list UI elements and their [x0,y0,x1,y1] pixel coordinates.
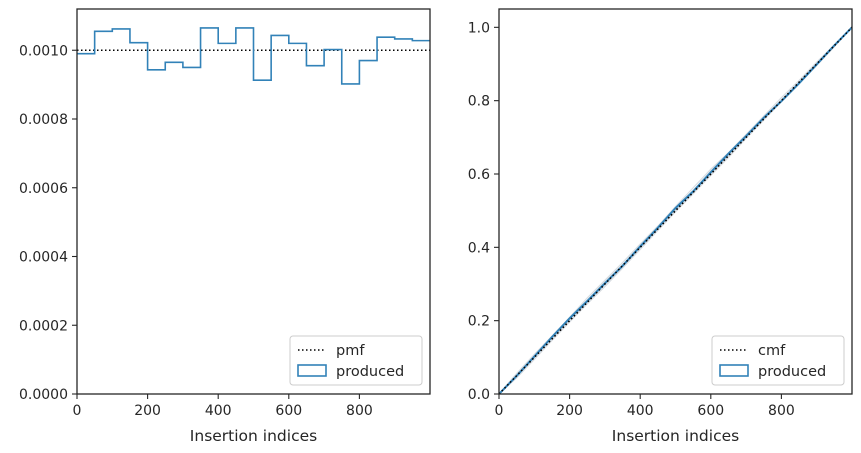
left-axes-frame [76,8,431,395]
right-legend-produced-swatch [719,364,749,377]
left-y-axis: 0.0000 0.0002 0.0004 0.0006 0.0008 0.0010 [19,43,77,403]
right-cmf-line-overlay [499,26,852,394]
right-y-tick-label: 0.4 [468,240,490,256]
left-produced-step [77,27,430,85]
left-x-axis-label: Insertion indices [190,427,317,445]
right-x-axis-label: Insertion indices [612,427,739,445]
left-x-tick-label: 800 [346,403,373,419]
left-legend-produced-label: produced [336,364,404,380]
left-legend-produced-swatch [297,364,327,377]
right-y-tick-label: 0.8 [468,94,490,110]
right-legend-frame [711,335,845,386]
right-y-tick-label: 1.0 [468,20,490,36]
left-legend-frame [289,335,423,386]
left-x-tick-label: 0 [73,403,82,419]
left-x-tick-label: 200 [134,403,161,419]
left-chart-panel: 0 200 400 600 800 0.00000.00020.00040.00060.… [19,8,431,445]
right-y-tick-label: 0.2 [468,314,490,330]
left-y-tick-label: 0.0004 [19,250,68,266]
left-y-tick-label: 0.0006 [19,181,68,197]
right-x-tick-label: 400 [627,403,654,419]
right-x-tick-label: 800 [768,403,795,419]
right-y-tick-label: 0.6 [468,167,490,183]
right-plot-area [498,8,853,395]
left-y-tick-label: 0.0008 [19,112,68,128]
left-y-tick-label: 0.0010 [19,43,68,59]
right-axes-frame [498,8,853,395]
right-produced-line [499,26,852,394]
right-chart-panel: 0 200 400 600 800 0.0 0.2 0.4 0.6 0.8 1.0 Inserti… [468,8,853,445]
right-legend-produced-label: produced [758,364,826,380]
left-y-tick-label: 0.0000 [19,387,68,403]
right-legend-cmf-label: cmf [758,343,786,359]
right-x-tick-label: 0 [495,403,504,419]
right-x-tick-label: 200 [556,403,583,419]
left-y-tick-label: 0.0002 [19,318,68,334]
left-legend: pmf produced [289,335,423,386]
right-y-tick-label: 0.0 [468,387,490,403]
right-y-axis: 0.0 0.2 0.4 0.6 0.8 1.0 [468,20,499,403]
left-legend-pmf-label: pmf [336,343,365,359]
right-legend: cmf produced [711,335,845,386]
right-x-tick-label: 600 [697,403,724,419]
left-plot-area [76,8,431,395]
left-x-tick-label: 600 [275,403,302,419]
left-x-axis: 0 200 400 600 800 [73,394,373,419]
right-x-axis: 0 200 400 600 800 [495,394,795,419]
left-x-tick-label: 400 [205,403,232,419]
